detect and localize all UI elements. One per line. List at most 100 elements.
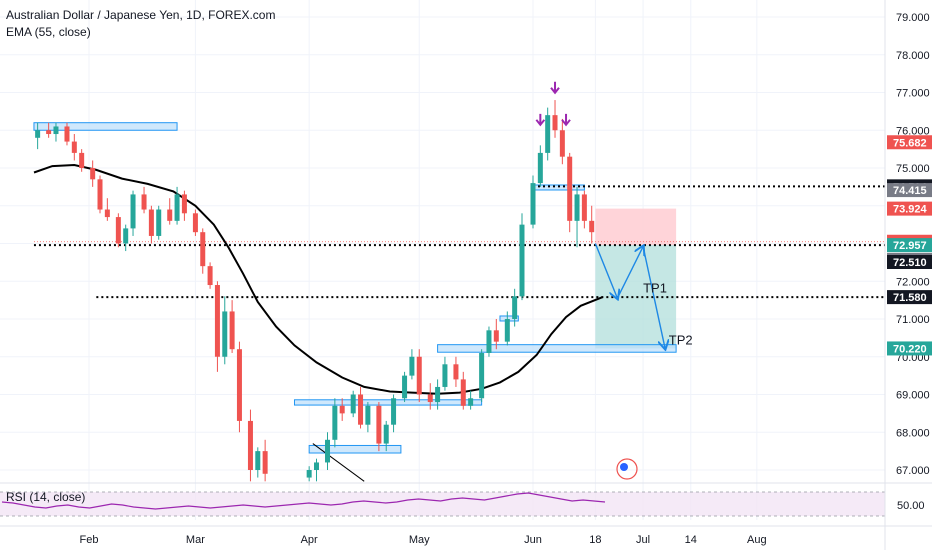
candle-body	[574, 194, 580, 221]
candle-body	[200, 232, 206, 267]
time-tick-label: Feb	[80, 534, 99, 546]
projection-arrow[interactable]	[642, 246, 665, 349]
stop-loss-zone[interactable]	[595, 208, 677, 246]
price-label-badge[interactable]	[887, 341, 932, 356]
candle-body	[376, 405, 382, 444]
candle-body	[442, 364, 448, 387]
ema-legend: EMA (55, close)	[6, 25, 91, 39]
candle-body	[156, 209, 162, 236]
support-zones[interactable]	[33, 122, 677, 454]
candle-body	[314, 462, 320, 470]
candle-body	[581, 194, 587, 221]
candle-body	[141, 194, 147, 210]
candle-body	[493, 330, 499, 342]
candle-body	[222, 311, 228, 357]
candle-body	[247, 420, 253, 470]
chart-legend: Australian Dollar / Japanese Yen, 1D, FO…	[6, 7, 275, 41]
candle-body	[104, 209, 110, 218]
candle-body	[339, 405, 345, 414]
price-label-badge[interactable]	[887, 201, 932, 216]
candle-body	[350, 394, 356, 414]
price-tick-label: 71.000	[896, 314, 930, 326]
time-tick-label: Apr	[301, 534, 318, 546]
price-label-badge[interactable]	[887, 183, 932, 198]
price-tick-label: 77.000	[896, 88, 930, 100]
candle-body	[460, 379, 466, 406]
candle-body	[468, 398, 474, 406]
candle-body	[427, 394, 433, 403]
price-tick-label: 72.000	[896, 276, 930, 288]
projection-arrow[interactable]	[616, 247, 643, 299]
time-tick-label: May	[409, 534, 430, 546]
candle-body	[332, 405, 338, 440]
rsi-line	[1, 492, 606, 510]
price-label-text: 75.682	[893, 137, 927, 149]
time-tick-label: Jul	[636, 534, 650, 546]
price-tick-label: 78.000	[896, 50, 930, 62]
price-axis[interactable]: 67.00068.00069.00070.00071.00072.00073.0…	[884, 0, 932, 550]
time-axis[interactable]: Feb Mar Apr May Jun 18 Jul 14 Aug	[0, 525, 932, 546]
candle-body	[64, 126, 70, 142]
candle-body	[383, 424, 389, 444]
candle-body	[530, 183, 536, 225]
rsi-legend: RSI (14, close)	[6, 490, 86, 504]
candle-body	[236, 349, 242, 421]
price-label-badge[interactable]	[887, 135, 932, 150]
candle-body	[391, 398, 397, 425]
price-label-text: 73.924	[893, 204, 928, 216]
candle-body	[325, 439, 331, 463]
time-tick-label: 14	[685, 534, 697, 546]
support-zone[interactable]	[293, 399, 483, 406]
candle-body	[479, 352, 485, 399]
support-zone[interactable]	[33, 122, 178, 131]
price-label-text: 72.510	[893, 257, 927, 269]
down-arrow-icon	[535, 113, 546, 127]
ema-line	[33, 163, 604, 395]
rsi-band	[0, 492, 885, 516]
trend-line[interactable]	[312, 443, 365, 482]
candle-body	[123, 228, 129, 244]
candle-body	[453, 364, 459, 380]
tradingview-logo-dot	[620, 463, 628, 471]
candle-body	[589, 220, 595, 233]
price-label-badge[interactable]	[887, 290, 932, 305]
candle-body	[97, 179, 103, 210]
candle-body	[306, 470, 312, 478]
chart-title: Australian Dollar / Japanese Yen, 1D, FO…	[6, 8, 276, 22]
candle-body	[409, 356, 415, 376]
candle-body	[255, 451, 261, 470]
candle-body	[229, 311, 235, 350]
annotation-tp2[interactable]: TP2	[669, 333, 693, 348]
candle-body	[192, 213, 198, 233]
support-zone[interactable]	[437, 344, 677, 353]
price-tick-label: 68.000	[896, 427, 930, 439]
candle-body	[53, 126, 59, 135]
candle-body	[214, 285, 220, 357]
projection-arrow[interactable]	[594, 243, 617, 299]
price-tick-label: 79.000	[896, 12, 930, 24]
candle-body	[512, 296, 518, 319]
support-zone[interactable]	[308, 444, 402, 454]
down-arrow-icon	[561, 113, 571, 127]
price-label-text: 70.220	[893, 343, 927, 355]
projection-arrows[interactable]: TP1 TP2	[594, 243, 693, 349]
candle-body	[90, 168, 96, 180]
candle-body	[559, 130, 565, 157]
candle-body	[358, 394, 364, 425]
horizontal-levels[interactable]	[33, 185, 885, 482]
price-label-badge[interactable]	[887, 238, 932, 253]
annotation-tp1[interactable]: TP1	[643, 281, 667, 296]
candle-body	[207, 266, 213, 286]
position-tool[interactable]	[595, 208, 677, 349]
candle-body	[537, 152, 543, 184]
candle-body	[181, 194, 187, 214]
rsi-pane: 50.00	[0, 482, 932, 517]
price-label-badge[interactable]	[887, 254, 932, 269]
candle-body	[504, 319, 510, 342]
grid	[0, 0, 885, 520]
candle-body	[79, 152, 85, 168]
down-arrow-icon	[550, 81, 560, 95]
tradingview-logo-icon	[616, 458, 638, 480]
candle-body	[35, 130, 41, 138]
